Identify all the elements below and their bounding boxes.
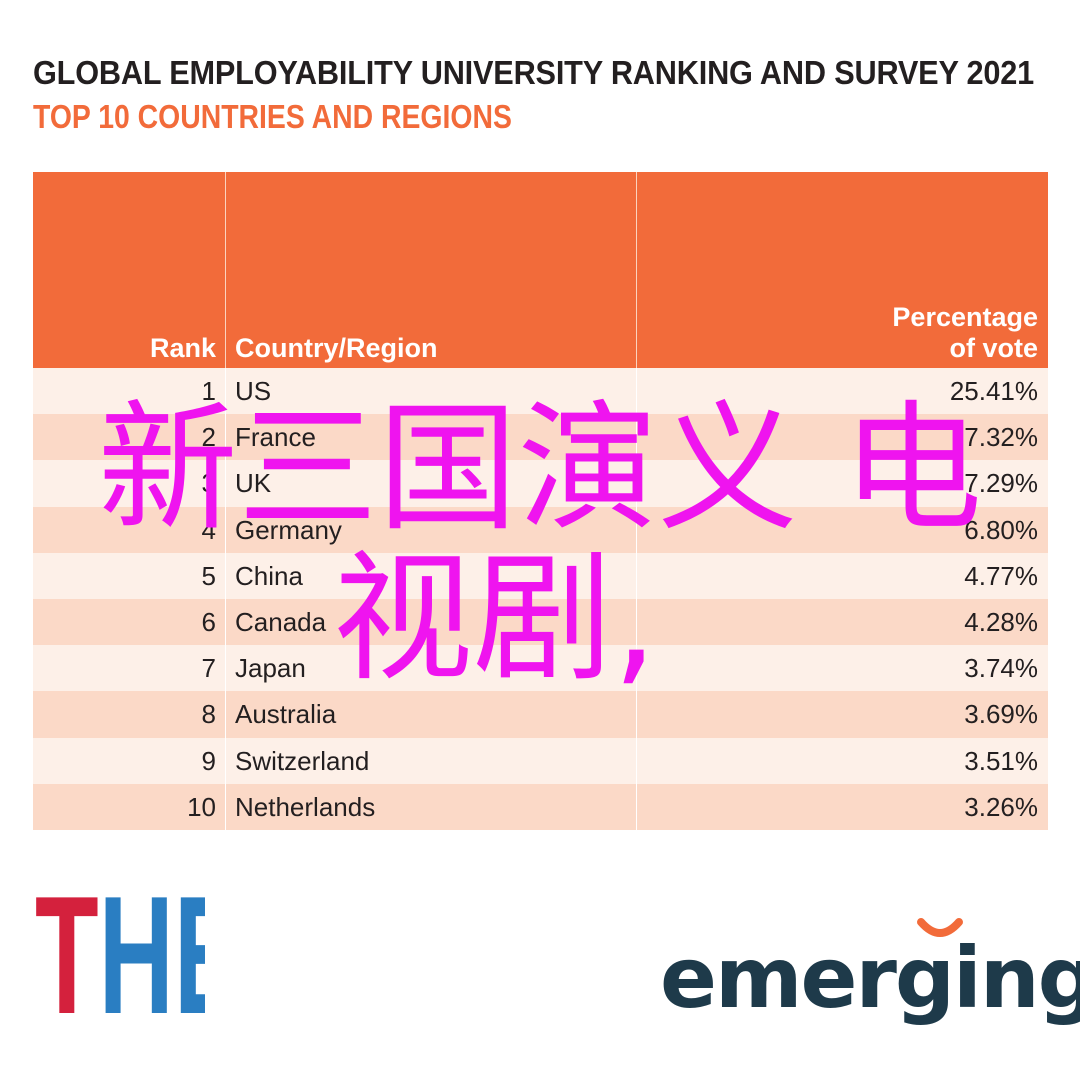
rank-cell: 2	[33, 414, 226, 461]
percentage-cell: 6.80%	[964, 514, 1038, 545]
country-cell: China	[226, 552, 637, 599]
rank-cell: 4	[33, 506, 226, 553]
rank-cell: 7	[33, 645, 226, 692]
header-percentage: Percentage of vote	[637, 172, 1048, 368]
header-country-label: Country/Region	[235, 333, 438, 363]
table-row: 10 Netherlands 3.26%	[33, 783, 1048, 830]
percentage-cell: 4.77%	[964, 560, 1038, 591]
the-logo-h: H	[99, 880, 174, 1015]
percentage-cell: 4.28%	[964, 606, 1038, 637]
table-body: 1 US 25.41% 2 France 7.32% 3 UK 7.29% 4 Germany 6.8…	[33, 368, 1048, 830]
percentage-cell: 7.32%	[964, 422, 1038, 453]
the-logo: THE	[35, 860, 243, 1049]
emerging-logo: emerging	[660, 918, 1080, 1038]
table-row: 1 US 25.41%	[33, 368, 1048, 415]
country-cell: US	[226, 368, 637, 415]
table-row: 2 France 7.32%	[33, 414, 1048, 461]
rank-cell: 1	[33, 368, 226, 415]
header-percentage-label: Percentage of vote	[892, 302, 1038, 364]
percentage-cell: 3.26%	[964, 791, 1038, 822]
rank-cell: 10	[33, 783, 226, 830]
country-cell: Netherlands	[226, 783, 637, 830]
the-logo-mark: THE	[35, 860, 243, 1049]
country-cell: UK	[226, 460, 637, 507]
country-cell: Switzerland	[226, 737, 637, 784]
table-row: 9 Switzerland 3.51%	[33, 737, 1048, 784]
percentage-cell: 7.29%	[964, 468, 1038, 499]
country-cell: Germany	[226, 506, 637, 553]
emerging-smile-icon	[917, 918, 963, 937]
the-logo-t: T	[35, 880, 99, 1015]
rank-cell: 6	[33, 598, 226, 646]
table-row: 6 Canada 4.28%	[33, 598, 1048, 646]
the-logo-e: E	[174, 880, 205, 1015]
country-cell: France	[226, 414, 637, 461]
header-percentage-line2: of vote	[949, 333, 1038, 363]
rank-cell: 5	[33, 552, 226, 599]
table-row: 5 China 4.77%	[33, 552, 1048, 599]
table-row: 4 Germany 6.80%	[33, 506, 1048, 553]
percentage-cell: 3.69%	[964, 699, 1038, 730]
chart-title: GLOBAL EMPLOYABILITY UNIVERSITY RANKING …	[33, 54, 1035, 91]
rank-cell: 8	[33, 691, 226, 738]
header-percentage-line1: Percentage	[892, 302, 1038, 332]
header-rank: Rank	[33, 172, 226, 368]
table-row: 3 UK 7.29%	[33, 460, 1048, 507]
rank-cell: 9	[33, 737, 226, 784]
percentage-cell: 3.51%	[964, 745, 1038, 776]
country-cell: Australia	[226, 691, 637, 738]
table-header: Rank Country/Region Percentage of vote	[33, 172, 1048, 368]
country-cell: Japan	[226, 645, 637, 692]
percentage-cell: 25.41%	[949, 376, 1038, 406]
percentage-cell: 3.74%	[964, 653, 1038, 684]
rank-cell: 3	[33, 460, 226, 507]
header-rank-label: Rank	[149, 333, 216, 363]
emerging-logo-text: emerging	[660, 929, 1080, 1027]
table-row: 8 Australia 3.69%	[33, 691, 1048, 738]
header-country: Country/Region	[226, 172, 637, 368]
chart-subtitle: TOP 10 COUNTRIES AND REGIONS	[33, 98, 512, 135]
the-logo-text: THE	[35, 880, 205, 1015]
table-row: 7 Japan 3.74%	[33, 645, 1048, 692]
country-cell: Canada	[226, 598, 637, 646]
